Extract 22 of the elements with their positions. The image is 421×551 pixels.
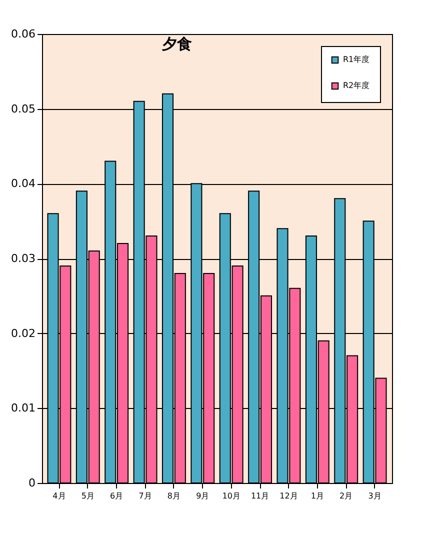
x-tick-label: 6月 bbox=[110, 492, 124, 500]
legend-label: R1年度 bbox=[343, 55, 370, 64]
x-tick-label: 5月 bbox=[81, 492, 94, 500]
x-tick-label: 1月 bbox=[310, 492, 324, 500]
y-tick-label: 0.04 bbox=[11, 177, 36, 190]
x-tick-label: 11月 bbox=[250, 492, 270, 500]
x-tick-label: 9月 bbox=[196, 492, 210, 500]
x-tick-label: 4月 bbox=[52, 492, 66, 500]
x-tick-label: 10月 bbox=[222, 492, 240, 500]
y-tick-label: 0.02 bbox=[11, 326, 36, 340]
x-tick-label: 8月 bbox=[167, 492, 181, 500]
y-tick-label: 0.03 bbox=[11, 252, 36, 265]
x-tick-label: 2月 bbox=[340, 492, 353, 500]
chart-title: 夕食 bbox=[161, 35, 192, 53]
y-tick-label: 0.05 bbox=[11, 102, 36, 116]
x-tick-label: 12月 bbox=[280, 492, 298, 500]
y-tick-label: 0.06 bbox=[11, 28, 36, 40]
y-tick-label: 0.01 bbox=[11, 402, 36, 415]
y-tick-label: 0 bbox=[28, 476, 36, 490]
legend-label: R2年度 bbox=[343, 81, 370, 90]
x-tick-label: 3月 bbox=[368, 492, 382, 500]
x-tick-label: 7月 bbox=[138, 492, 152, 500]
